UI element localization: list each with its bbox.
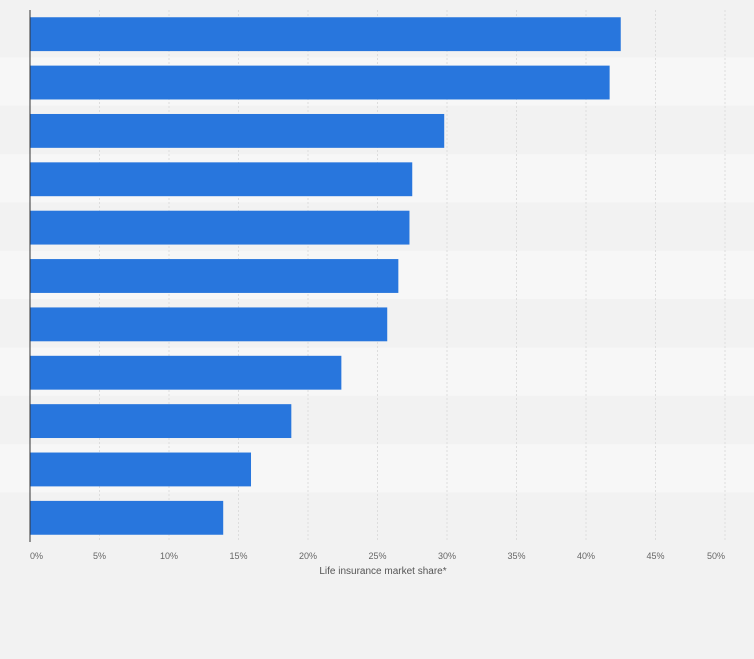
- x-tick-label: 0%: [30, 551, 43, 561]
- bar[interactable]: [30, 355, 342, 390]
- bar[interactable]: [30, 17, 621, 52]
- x-axis-label: Life insurance market share*: [319, 566, 446, 577]
- bar[interactable]: [30, 162, 413, 197]
- bar[interactable]: [30, 500, 224, 535]
- x-tick-label: 20%: [299, 551, 317, 561]
- bar[interactable]: [30, 210, 410, 245]
- bar[interactable]: [30, 113, 445, 148]
- x-tick-label: 5%: [93, 551, 106, 561]
- bar[interactable]: [30, 307, 388, 342]
- bar[interactable]: [30, 452, 252, 487]
- x-tick-label: 25%: [368, 551, 386, 561]
- bars: [30, 17, 621, 535]
- x-tick-label: 50%: [707, 551, 725, 561]
- x-tick-label: 15%: [229, 551, 247, 561]
- x-tick-label: 30%: [438, 551, 456, 561]
- x-tick-label: 35%: [507, 551, 525, 561]
- x-tick-label: 45%: [646, 551, 664, 561]
- bar[interactable]: [30, 65, 610, 100]
- x-tick-labels: 0% 5% 10% 15% 20% 25% 30% 35% 40% 45% 50%: [30, 551, 725, 561]
- bar[interactable]: [30, 404, 292, 439]
- x-tick-label: 40%: [577, 551, 595, 561]
- x-tick-label: 10%: [160, 551, 178, 561]
- bar[interactable]: [30, 259, 399, 293]
